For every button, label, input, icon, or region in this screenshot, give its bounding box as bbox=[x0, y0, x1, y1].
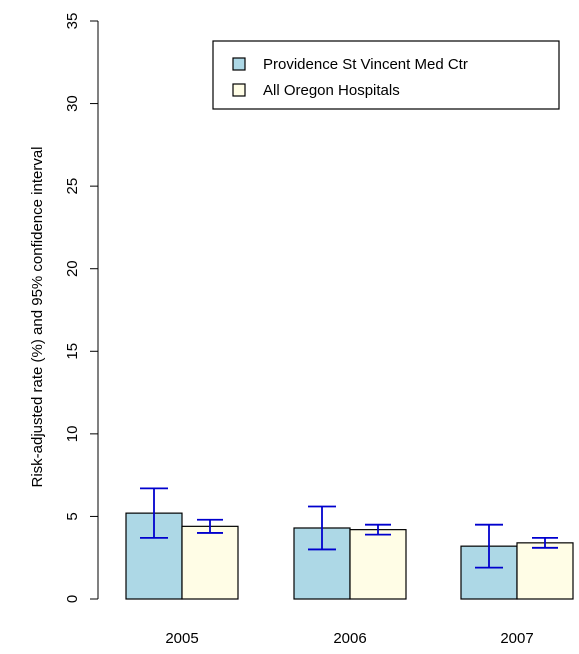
bar-all-oregon-2007 bbox=[516, 542, 574, 600]
y-axis-label: Risk-adjusted rate (%) and 95% confidenc… bbox=[29, 146, 46, 487]
y-tick-label: 30 bbox=[64, 95, 81, 112]
x-tick-label-2005: 2005 bbox=[165, 630, 198, 647]
error-bar-providence-2007 bbox=[475, 523, 503, 569]
legend-box bbox=[212, 40, 560, 110]
y-tick-label: 10 bbox=[64, 426, 81, 443]
legend: Providence St Vincent Med Ctr All Oregon … bbox=[212, 40, 560, 110]
y-axis: 0 5 10 15 20 25 30 35 bbox=[64, 13, 99, 603]
bar-all-oregon-2005 bbox=[181, 525, 239, 600]
error-bar-all-oregon-2007 bbox=[532, 536, 558, 549]
error-bar-providence-2005 bbox=[140, 487, 168, 539]
legend-swatch bbox=[232, 83, 246, 97]
bar-all-oregon-2006 bbox=[349, 529, 407, 600]
error-bars-group bbox=[140, 487, 558, 569]
x-axis-labels: 2005 2006 2007 bbox=[165, 630, 533, 647]
y-tick-label: 25 bbox=[64, 178, 81, 195]
y-tick-label: 20 bbox=[64, 260, 81, 277]
bars-group bbox=[125, 512, 574, 600]
error-bar-all-oregon-2006 bbox=[365, 523, 391, 536]
x-tick-label-2006: 2006 bbox=[333, 630, 366, 647]
legend-label: Providence St Vincent Med Ctr bbox=[263, 56, 468, 73]
error-bar-all-oregon-2005 bbox=[197, 518, 223, 534]
legend-swatch bbox=[232, 57, 246, 71]
x-tick-label-2007: 2007 bbox=[500, 630, 533, 647]
legend-label: All Oregon Hospitals bbox=[263, 82, 400, 99]
y-tick-label: 15 bbox=[64, 343, 81, 360]
error-bar-providence-2006 bbox=[308, 505, 336, 551]
y-tick-label: 35 bbox=[64, 13, 81, 30]
y-tick-label: 5 bbox=[64, 512, 81, 520]
y-tick-label: 0 bbox=[64, 595, 81, 603]
